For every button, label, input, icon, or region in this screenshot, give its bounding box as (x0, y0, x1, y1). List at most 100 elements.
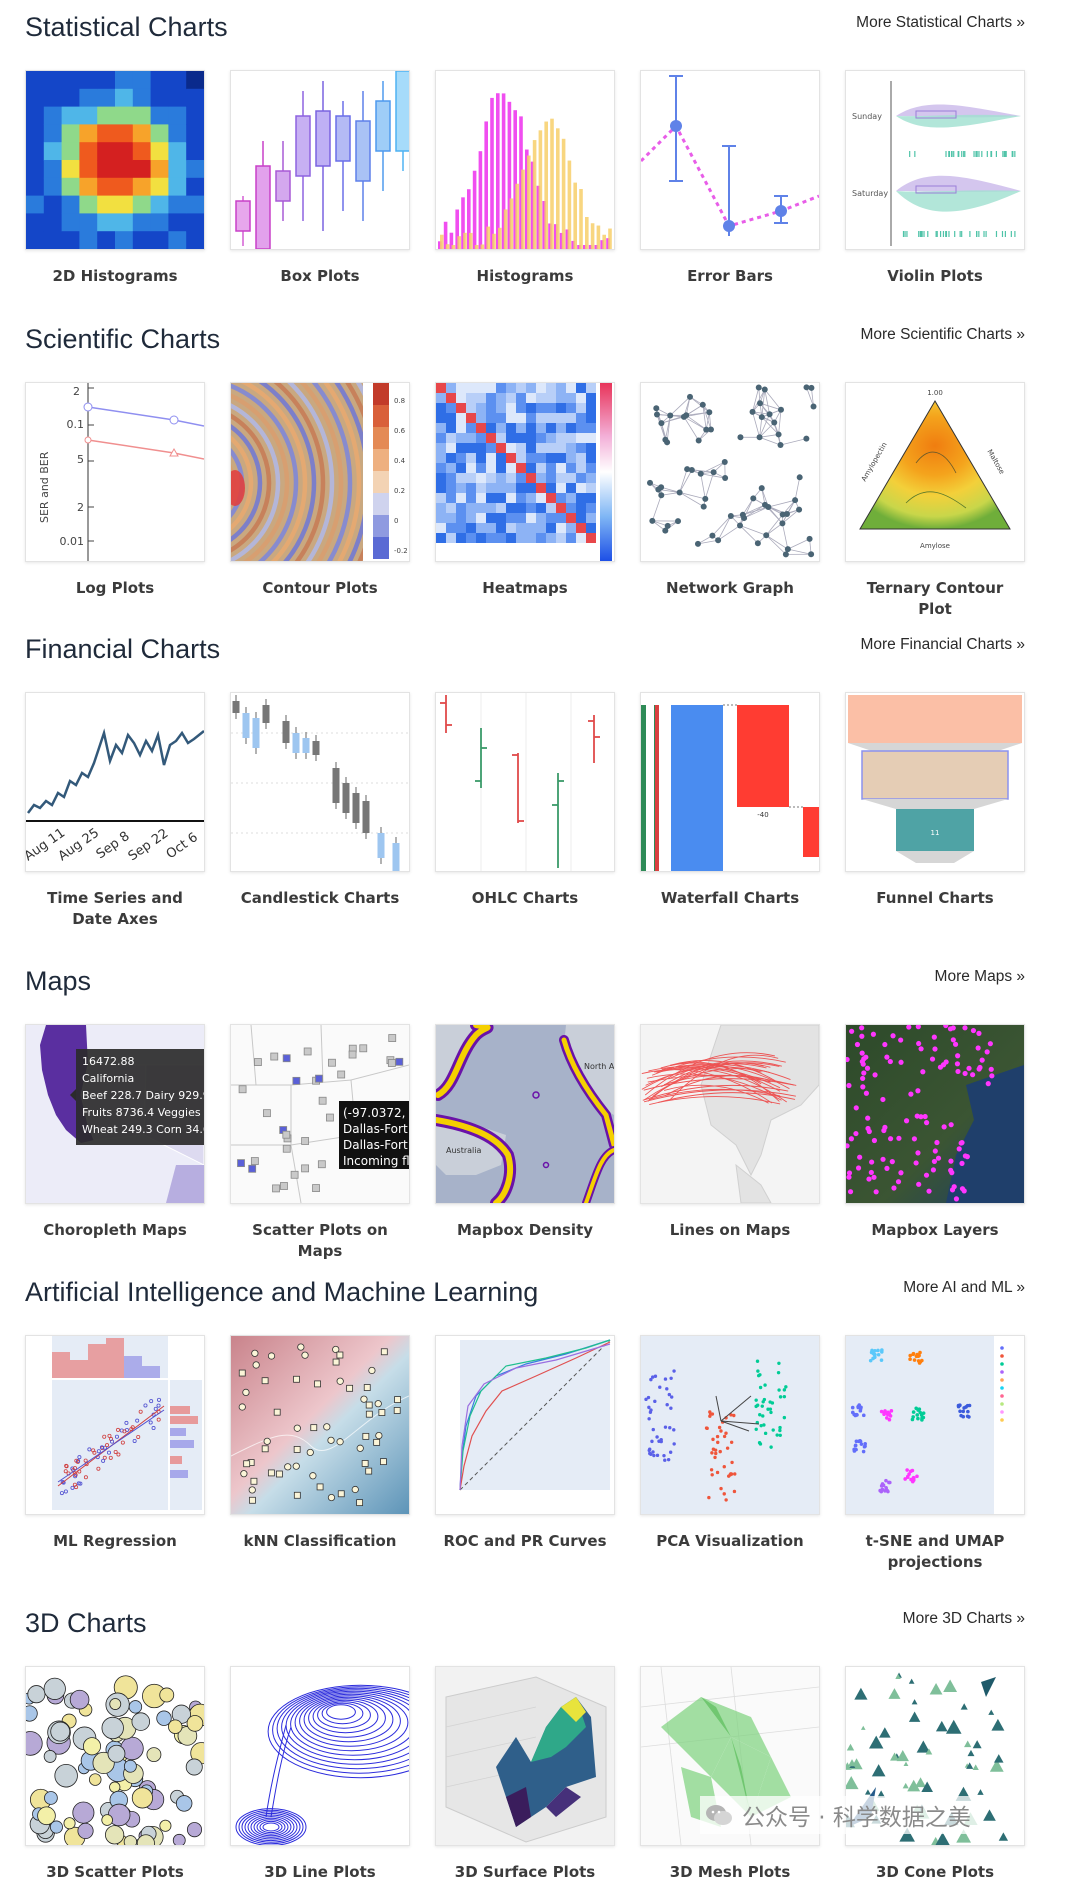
card-label[interactable]: Error Bars (640, 266, 820, 287)
gallery-card[interactable]: 11 Funnel Charts (845, 692, 1025, 909)
card-label[interactable]: 3D Cone Plots (845, 1862, 1025, 1883)
gallery-card[interactable]: Heatmaps (435, 382, 615, 599)
gallery-card[interactable]: 16472.88 California Beef 228.7 Dairy 929… (25, 1024, 205, 1241)
mapbox-layers-thumbnail[interactable] (845, 1024, 1025, 1204)
violin-plot-thumbnail[interactable]: Sunday Saturday (845, 70, 1025, 250)
gallery-card[interactable]: 3D Scatter Plots (25, 1666, 205, 1883)
gallery-card[interactable]: Network Graph (640, 382, 820, 599)
ohlc-thumbnail[interactable] (435, 692, 615, 872)
scatter-map-graphic: (-97.0372, 3 Dallas-Fort Dallas-Fort Inc… (231, 1025, 409, 1203)
gallery-card[interactable]: SER and BER 2 0.1 5 2 0.01 Log Plots (25, 382, 205, 599)
card-label[interactable]: Network Graph (640, 578, 820, 599)
gallery-card[interactable]: t-SNE and UMAP projections (845, 1335, 1025, 1573)
card-label[interactable]: PCA Visualization (640, 1531, 820, 1552)
svg-text:5: 5 (77, 453, 84, 466)
card-label[interactable]: 3D Scatter Plots (25, 1862, 205, 1883)
card-label[interactable]: Histograms (435, 266, 615, 287)
mapbox-density-thumbnail[interactable]: North America Australia (435, 1024, 615, 1204)
card-label[interactable]: Box Plots (230, 266, 410, 287)
gallery-card[interactable]: Mapbox Layers (845, 1024, 1025, 1241)
gallery-card[interactable]: ROC and PR Curves (435, 1335, 615, 1552)
card-label[interactable]: Scatter Plots on Maps (230, 1220, 410, 1262)
card-label[interactable]: 3D Mesh Plots (640, 1862, 820, 1883)
gallery-card[interactable]: -40 Waterfall Charts (640, 692, 820, 909)
more-link[interactable]: More Scientific Charts » (860, 326, 1025, 344)
box-plot-thumbnail[interactable] (230, 70, 410, 250)
contour-plot-thumbnail[interactable]: 0.8 0.6 0.4 0.2 0 -0.2 (230, 382, 410, 562)
card-label[interactable]: Log Plots (25, 578, 205, 599)
network-graph-thumbnail[interactable] (640, 382, 820, 562)
knn-classification-thumbnail[interactable] (230, 1335, 410, 1515)
card-label[interactable]: Mapbox Layers (845, 1220, 1025, 1241)
card-label[interactable]: 3D Surface Plots (435, 1862, 615, 1883)
3d-line-thumbnail[interactable] (230, 1666, 410, 1846)
funnel-thumbnail[interactable]: 11 (845, 692, 1025, 872)
3d-scatter-graphic (26, 1667, 204, 1845)
gallery-card[interactable]: North America Australia Mapbox Density (435, 1024, 615, 1241)
error-bars-thumbnail[interactable] (640, 70, 820, 250)
card-label[interactable]: Heatmaps (435, 578, 615, 599)
gallery-card[interactable]: 3D Cone Plots (845, 1666, 1025, 1883)
log-plot-thumbnail[interactable]: SER and BER 2 0.1 5 2 0.01 (25, 382, 205, 562)
roc-curve-thumbnail[interactable] (435, 1335, 615, 1515)
gallery-card[interactable]: Candlestick Charts (230, 692, 410, 909)
more-link[interactable]: More Maps » (935, 968, 1025, 986)
ml-regression-thumbnail[interactable] (25, 1335, 205, 1515)
gallery-card[interactable]: Lines on Maps (640, 1024, 820, 1241)
gallery-card[interactable]: (-97.0372, 3 Dallas-Fort Dallas-Fort Inc… (230, 1024, 410, 1262)
more-link[interactable]: More 3D Charts » (903, 1610, 1025, 1628)
card-label[interactable]: kNN Classification (230, 1531, 410, 1552)
gallery-card[interactable]: OHLC Charts (435, 692, 615, 909)
card-label[interactable]: 3D Line Plots (230, 1862, 410, 1883)
card-label[interactable]: ROC and PR Curves (435, 1531, 615, 1552)
card-label[interactable]: 2D Histograms (25, 266, 205, 287)
card-label[interactable]: Waterfall Charts (640, 888, 820, 909)
gallery-card[interactable]: Box Plots (230, 70, 410, 287)
lines-map-thumbnail[interactable] (640, 1024, 820, 1204)
card-label[interactable]: ML Regression (25, 1531, 205, 1552)
candlestick-thumbnail[interactable] (230, 692, 410, 872)
ternary-contour-thumbnail[interactable]: 1.00 Amylose Amylopectin Maltose (845, 382, 1025, 562)
gallery-card[interactable]: kNN Classification (230, 1335, 410, 1552)
gallery-card[interactable]: Sunday Saturday Violin Plots (845, 70, 1025, 287)
gallery-card[interactable]: 3D Line Plots (230, 1666, 410, 1883)
gallery-card[interactable]: Histograms (435, 70, 615, 287)
time-series-thumbnail[interactable]: Aug 11 Aug 25 Sep 8 Sep 22 Oct 6 (25, 692, 205, 872)
3d-surface-thumbnail[interactable] (435, 1666, 615, 1846)
2d-histogram-thumbnail[interactable] (25, 70, 205, 250)
more-link[interactable]: More AI and ML » (903, 1279, 1025, 1297)
card-label[interactable]: OHLC Charts (435, 888, 615, 909)
tsne-umap-thumbnail[interactable] (845, 1335, 1025, 1515)
histogram-thumbnail[interactable] (435, 70, 615, 250)
card-label[interactable]: Candlestick Charts (230, 888, 410, 909)
pca-thumbnail[interactable] (640, 1335, 820, 1515)
card-label[interactable]: Violin Plots (845, 266, 1025, 287)
gallery-card[interactable]: Error Bars (640, 70, 820, 287)
svg-text:Dallas-Fort: Dallas-Fort (343, 1138, 408, 1152)
gallery-card[interactable]: PCA Visualization (640, 1335, 820, 1552)
scatter-map-thumbnail[interactable]: (-97.0372, 3 Dallas-Fort Dallas-Fort Inc… (230, 1024, 410, 1204)
card-label[interactable]: Contour Plots (230, 578, 410, 599)
more-link[interactable]: More Financial Charts » (860, 636, 1025, 654)
card-label[interactable]: Mapbox Density (435, 1220, 615, 1241)
gallery-card[interactable]: Aug 11 Aug 25 Sep 8 Sep 22 Oct 6 Time Se… (25, 692, 205, 930)
gallery-card[interactable]: 0.8 0.6 0.4 0.2 0 -0.2 Contour Plots (230, 382, 410, 599)
card-label[interactable]: t-SNE and UMAP projections (845, 1531, 1025, 1573)
card-label[interactable]: Choropleth Maps (25, 1220, 205, 1241)
gallery-card[interactable]: 3D Surface Plots (435, 1666, 615, 1883)
heatmap-thumbnail[interactable] (435, 382, 615, 562)
card-label[interactable]: Time Series and Date Axes (25, 888, 205, 930)
choropleth-thumbnail[interactable]: 16472.88 California Beef 228.7 Dairy 929… (25, 1024, 205, 1204)
choropleth-graphic: 16472.88 California Beef 228.7 Dairy 929… (26, 1025, 204, 1203)
gallery-card[interactable]: 3D Mesh Plots (640, 1666, 820, 1883)
svg-text:SER and BER: SER and BER (38, 451, 51, 523)
gallery-card[interactable]: ML Regression (25, 1335, 205, 1552)
card-label[interactable]: Lines on Maps (640, 1220, 820, 1241)
waterfall-thumbnail[interactable]: -40 (640, 692, 820, 872)
card-label[interactable]: Funnel Charts (845, 888, 1025, 909)
more-link[interactable]: More Statistical Charts » (856, 14, 1025, 32)
card-label[interactable]: Ternary Contour Plot (845, 578, 1025, 620)
gallery-card[interactable]: 1.00 Amylose Amylopectin Maltose Ternary… (845, 382, 1025, 620)
gallery-card[interactable]: 2D Histograms (25, 70, 205, 287)
3d-scatter-thumbnail[interactable] (25, 1666, 205, 1846)
